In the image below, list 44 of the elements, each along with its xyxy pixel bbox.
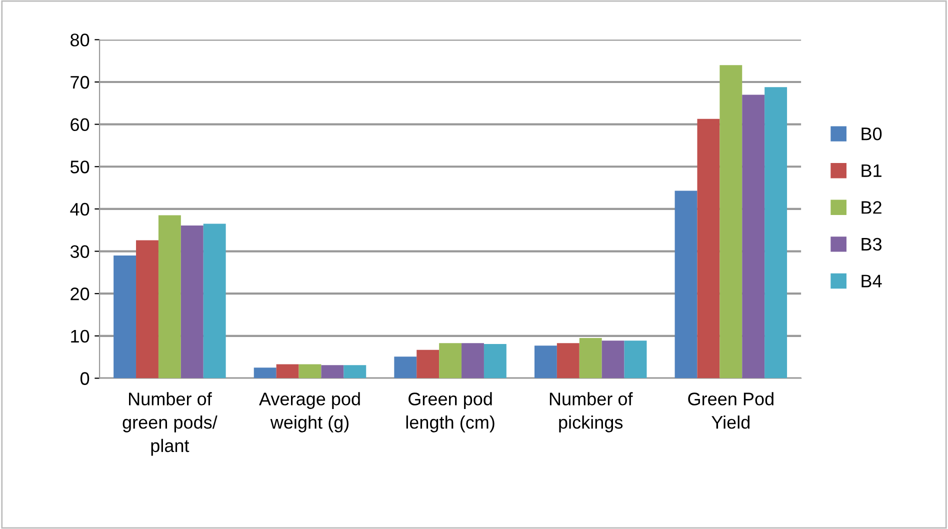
bar — [298, 364, 322, 378]
y-tick-label: 20 — [70, 288, 90, 300]
bar — [697, 118, 720, 378]
x-tick-label: Average pod weight (g) — [259, 392, 360, 432]
legend-label: B4 — [862, 274, 882, 288]
y-tick-label: 30 — [70, 245, 90, 258]
bar — [579, 338, 602, 378]
bar — [439, 343, 462, 378]
bar — [276, 364, 299, 378]
legend-label: B3 — [862, 238, 882, 251]
bar — [321, 365, 344, 378]
bar — [394, 356, 417, 378]
bar — [180, 225, 204, 378]
bar — [462, 343, 484, 378]
x-tick-label: Green Pod Yield — [688, 392, 774, 429]
y-tick-label: 60 — [70, 118, 90, 132]
x-tick-label: Green pod length (cm) — [406, 392, 494, 432]
y-tick-label: 70 — [70, 76, 90, 89]
x-tick-label: Number of pickings — [550, 392, 633, 432]
bar — [136, 240, 158, 378]
y-tick-label: 80 — [70, 34, 90, 46]
bar — [624, 340, 647, 378]
legend-label: B2 — [862, 201, 882, 214]
x-tick-label: Number of green pods/ plant — [122, 392, 218, 456]
bar — [416, 350, 440, 378]
bar — [674, 190, 698, 378]
bar — [254, 368, 276, 378]
bar — [556, 343, 580, 378]
bar — [114, 256, 136, 378]
bar — [764, 87, 788, 378]
y-tick-label: 10 — [71, 330, 90, 343]
bar — [203, 224, 226, 378]
bar — [742, 94, 765, 378]
bar — [602, 340, 624, 378]
legend-label: B1 — [862, 164, 882, 177]
bar — [344, 365, 366, 378]
bar — [158, 215, 181, 378]
bar — [720, 65, 742, 378]
bar — [534, 346, 557, 378]
y-tick-label: 40 — [70, 202, 90, 216]
y-tick-label: 0 — [80, 372, 90, 385]
legend-label: B0 — [862, 127, 882, 140]
y-tick-label: 50 — [70, 160, 90, 174]
bar — [484, 344, 506, 378]
